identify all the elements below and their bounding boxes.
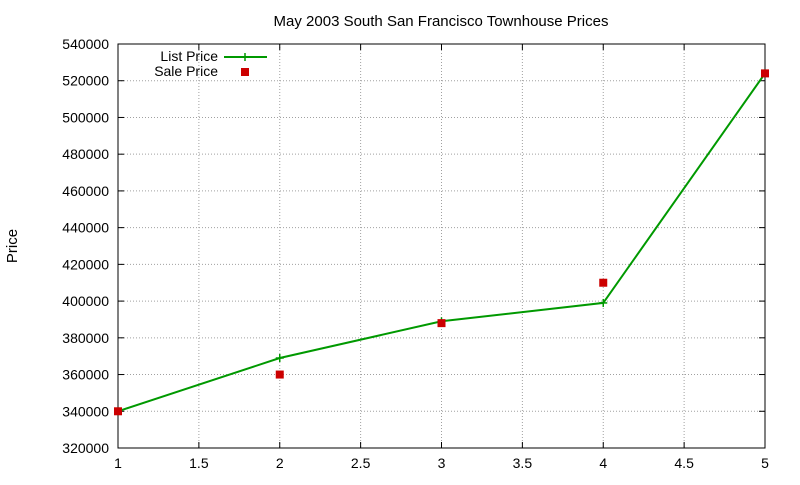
y-tick-label: 520000 — [62, 73, 109, 89]
sale-price-point — [437, 319, 446, 328]
x-tick-label: 3.5 — [513, 455, 533, 471]
x-tick-label: 4.5 — [674, 455, 694, 471]
x-tick-label: 4 — [599, 455, 607, 471]
y-tick-label: 340000 — [62, 403, 109, 419]
y-tick-label: 500000 — [62, 109, 109, 125]
y-tick-label: 400000 — [62, 293, 109, 309]
list-price-point — [275, 354, 284, 363]
legend-label-sale-price: Sale Price — [154, 63, 218, 79]
legend-label-list-price: List Price — [160, 48, 218, 64]
grid-lines — [118, 44, 765, 448]
x-tick-label: 2 — [276, 455, 284, 471]
y-tick-label: 360000 — [62, 367, 109, 383]
x-tick-label: 2.5 — [351, 455, 371, 471]
y-tick-label: 380000 — [62, 330, 109, 346]
x-tick-label: 1 — [114, 455, 122, 471]
y-tick-label: 320000 — [62, 440, 109, 456]
legend-swatch-square — [241, 68, 249, 76]
sale-price-point — [599, 278, 608, 287]
y-tick-label: 480000 — [62, 146, 109, 162]
list-price-point — [599, 298, 608, 307]
y-tick-label: 540000 — [62, 36, 109, 52]
axis-ticks: 1 1.5 2 2.5 3 3.5 4 4.5 5 320000 340000 360000 38000… — [62, 36, 769, 471]
y-tick-label: 460000 — [62, 183, 109, 199]
y-tick-label: 420000 — [62, 256, 109, 272]
x-tick-label: 3 — [438, 455, 446, 471]
y-tick-label: 440000 — [62, 220, 109, 236]
y-axis-label: Price — [4, 229, 21, 263]
sale-price-point — [275, 370, 284, 379]
chart-title: May 2003 South San Francisco Townhouse P… — [274, 13, 609, 30]
sale-price-point — [761, 69, 769, 78]
x-tick-label: 5 — [761, 455, 769, 471]
x-tick-label: 1.5 — [189, 455, 209, 471]
sale-price-point — [114, 407, 122, 416]
series-layer — [114, 69, 769, 416]
